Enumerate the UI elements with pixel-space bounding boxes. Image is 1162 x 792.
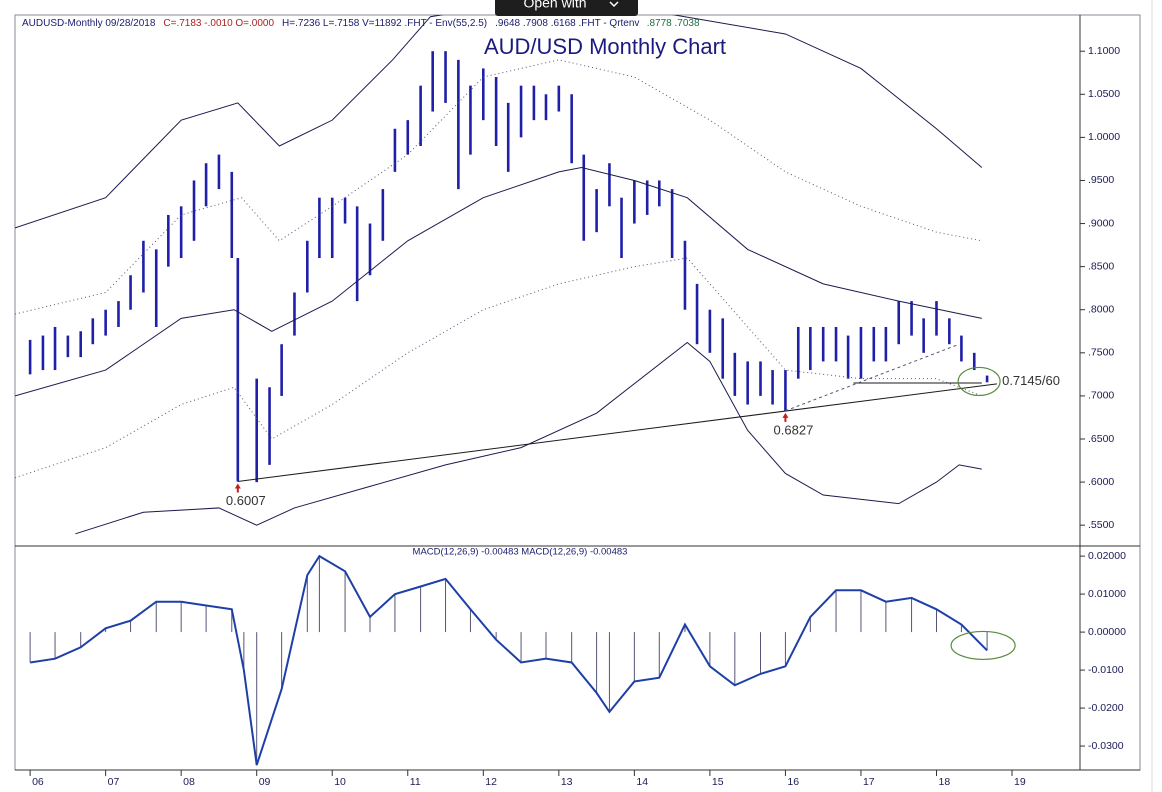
y-tick-label: -0.0100: [1088, 664, 1124, 676]
macd-label: MACD(12,26,9) -0.00483 MACD(12,26,9) -0.…: [413, 547, 628, 558]
y-tick-label: .8000: [1088, 304, 1114, 316]
button-label[interactable]: Open with: [523, 0, 586, 11]
x-tick-label: 12: [485, 776, 497, 788]
envelope-line: [15, 59, 982, 315]
button-caret[interactable]: [609, 1, 619, 8]
open-with-button[interactable]: Open with: [495, 0, 638, 16]
button-bg[interactable]: [495, 0, 638, 16]
chart-title: AUD/USD Monthly Chart: [484, 34, 726, 59]
envelope-line: [785, 343, 960, 412]
x-tick-label: 19: [1014, 776, 1026, 788]
highlight-circle: [950, 630, 1016, 661]
macd-line: [29, 554, 988, 766]
low-arrow: [234, 483, 241, 493]
low-arrow: [782, 412, 789, 422]
x-tick-label: 09: [259, 776, 271, 788]
x-tick-label: 13: [561, 776, 573, 788]
x-tick-label: 14: [636, 776, 648, 788]
y-tick-label: .5500: [1088, 519, 1114, 531]
x-tick-label: 11: [410, 776, 421, 788]
x-tick-label: 07: [108, 776, 120, 788]
annotation: 0.6007: [226, 493, 266, 508]
header-part: .9648 .7908 .6168 .FHT - Qrtenv: [495, 18, 639, 29]
envelope-line: [15, 15, 983, 229]
plot-area: [15, 15, 997, 535]
y-tick-label: .7000: [1088, 390, 1114, 402]
y-tick-label: -0.0300: [1088, 740, 1124, 752]
y-tick-label: .6000: [1088, 476, 1114, 488]
header-part: C=.7183 -.0010 O=.0000: [163, 18, 274, 29]
chart-header: AUDUSD-Monthly 09/28/2018 C=.7183 -.0010 …: [22, 18, 700, 29]
header-part: H=.7236 L=.7158 V=11892 .FHT - Env(55,2.…: [282, 18, 487, 29]
y-tick-label: 1.0000: [1088, 131, 1120, 143]
y-tick-label: .8500: [1088, 260, 1114, 272]
x-tick-label: 10: [334, 776, 346, 788]
envelope-line: [15, 167, 982, 397]
envelope-line: [75, 341, 982, 535]
header-part: AUDUSD-Monthly 09/28/2018: [22, 18, 156, 29]
y-tick-label: 1.1000: [1088, 45, 1120, 57]
x-tick-label: 18: [938, 776, 950, 788]
y-tick-label: 0.01000: [1088, 588, 1126, 600]
y-tick-label: .9000: [1088, 217, 1114, 229]
envelope-line: [15, 257, 982, 479]
x-tick-label: 08: [183, 776, 195, 788]
y-tick-label: .6500: [1088, 433, 1114, 445]
annotation: 0.6827: [774, 422, 814, 437]
y-tick-label: 0.02000: [1088, 550, 1126, 562]
y-tick-label: 1.0500: [1088, 88, 1120, 100]
x-tick-label: 06: [32, 776, 44, 788]
y-tick-label: -0.0200: [1088, 702, 1124, 714]
y-tick-label: 0.00000: [1088, 626, 1126, 638]
x-tick-label: 17: [863, 776, 875, 788]
x-tick-label: 15: [712, 776, 724, 788]
y-tick-label: .9500: [1088, 174, 1114, 186]
plot-area: [29, 554, 988, 766]
header-part: .8778 .7038: [647, 18, 700, 29]
x-tick-label: 16: [787, 776, 799, 788]
envelope-line: [237, 383, 997, 482]
annotation: 0.7145/60: [1002, 373, 1060, 388]
y-tick-label: .7500: [1088, 347, 1114, 359]
highlight-circle: [957, 366, 1001, 397]
